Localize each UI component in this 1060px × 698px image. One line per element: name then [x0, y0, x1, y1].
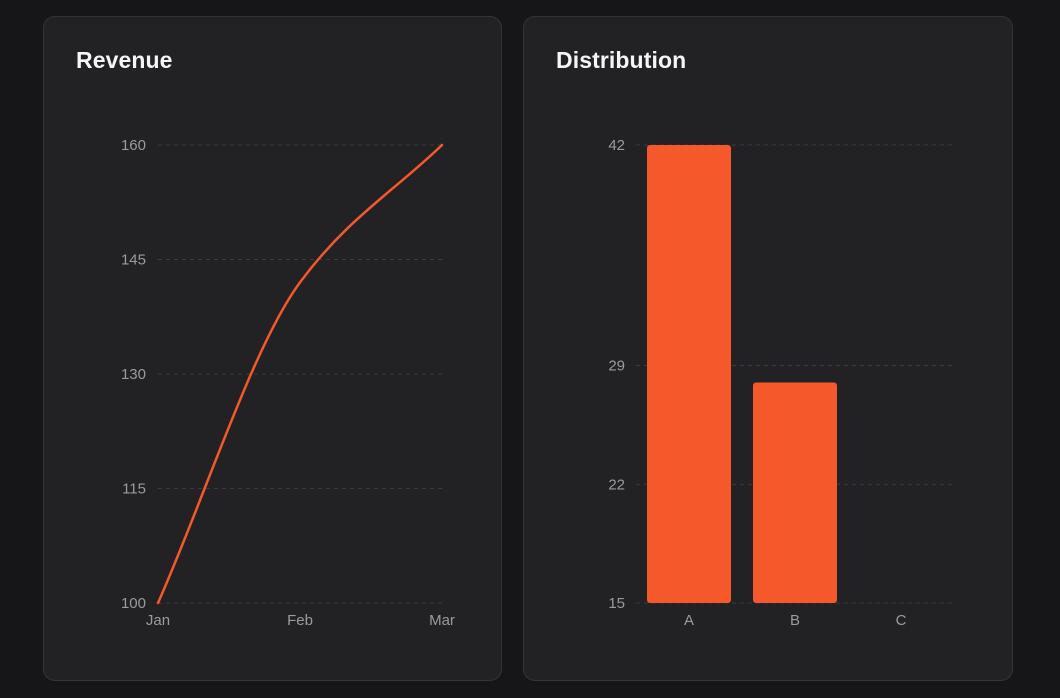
y-tick-label: 22: [608, 476, 625, 493]
bar-a: [647, 145, 731, 603]
revenue-card: Revenue 100 115 130 145 160 Jan Feb Mar: [43, 16, 502, 681]
revenue-chart-title: Revenue: [76, 47, 173, 73]
y-tick-label: 15: [608, 595, 625, 612]
y-tick-label: 115: [122, 481, 146, 498]
revenue-line-chart: 100 115 130 145 160 Jan Feb Mar: [121, 137, 455, 629]
y-tick-label: 42: [608, 137, 625, 154]
y-tick-label: 100: [121, 595, 146, 612]
distribution-bar-chart: 15 22 29 42 A B C: [608, 137, 954, 629]
x-tick-label: A: [684, 612, 694, 629]
x-tick-label: Mar: [429, 612, 455, 629]
distribution-card: Distribution 15 22 29 42 A B C: [523, 16, 1013, 681]
x-tick-label: Jan: [146, 612, 170, 629]
bar-b: [753, 382, 837, 603]
revenue-series-line: [156, 143, 444, 605]
x-tick-label: C: [896, 612, 907, 629]
x-tick-label: Feb: [287, 612, 313, 629]
distribution-chart-title: Distribution: [556, 47, 687, 73]
x-tick-label: B: [790, 612, 800, 629]
y-tick-label: 145: [121, 252, 146, 269]
y-tick-label: 130: [121, 366, 146, 383]
y-tick-label: 29: [608, 358, 625, 375]
y-tick-label: 160: [121, 137, 146, 154]
